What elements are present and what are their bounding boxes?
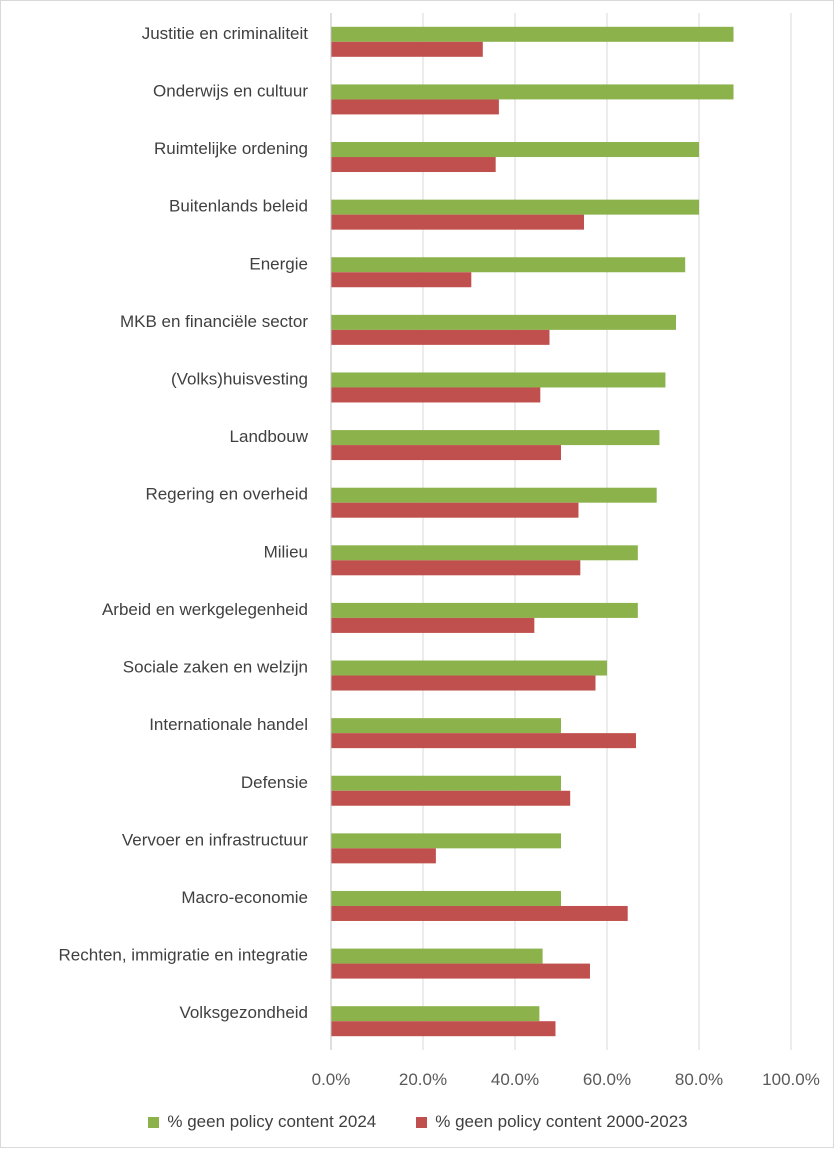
category-label: Landbouw bbox=[230, 427, 309, 446]
category-label: Vervoer en infrastructuur bbox=[122, 830, 308, 849]
x-tick-label: 80.0% bbox=[675, 1070, 723, 1089]
x-tick-label: 100.0% bbox=[762, 1070, 820, 1089]
bar-2000-2023 bbox=[331, 387, 541, 403]
bar-2024 bbox=[331, 775, 561, 791]
category-label: Buitenlands beleid bbox=[169, 197, 308, 216]
bar-2024 bbox=[331, 833, 561, 849]
bar-2024 bbox=[331, 314, 676, 330]
bar-2024 bbox=[331, 26, 734, 42]
bar-2000-2023 bbox=[331, 445, 561, 461]
category-label: Energie bbox=[249, 254, 308, 273]
category-label: Macro-economie bbox=[181, 888, 308, 907]
bar-2024 bbox=[331, 890, 561, 906]
x-tick-labels: 0.0% 20.0% 40.0% 60.0% 80.0% 100.0% bbox=[312, 1070, 820, 1089]
bar-2024 bbox=[331, 660, 607, 676]
bar-2024 bbox=[331, 372, 666, 388]
gridlines bbox=[422, 13, 792, 1050]
x-tick-label: 20.0% bbox=[399, 1070, 447, 1089]
category-labels: Justitie en criminaliteit Onderwijs en cu… bbox=[59, 24, 309, 1022]
bar-2000-2023 bbox=[331, 733, 636, 749]
bar-2000-2023 bbox=[331, 329, 550, 345]
bar-2000-2023 bbox=[331, 157, 496, 173]
bar-2024 bbox=[331, 142, 699, 158]
bar-2024 bbox=[331, 1006, 540, 1022]
category-label: Arbeid en werkgelegenheid bbox=[102, 600, 308, 619]
category-label: Internationale handel bbox=[149, 715, 308, 734]
x-tick-label: 60.0% bbox=[583, 1070, 631, 1089]
bar-2024 bbox=[331, 430, 660, 446]
category-label: Sociale zaken en welzijn bbox=[123, 658, 308, 677]
bar-2000-2023 bbox=[331, 963, 590, 979]
category-label: MKB en financiële sector bbox=[120, 312, 308, 331]
bar-2000-2023 bbox=[331, 502, 579, 518]
bar-2024 bbox=[331, 199, 699, 215]
bar-2024 bbox=[331, 545, 638, 561]
bar-2000-2023 bbox=[331, 905, 628, 921]
legend: % geen policy content 2024 % geen policy… bbox=[1, 1109, 834, 1135]
bar-2000-2023 bbox=[331, 272, 472, 288]
bar-2000-2023 bbox=[331, 1021, 556, 1037]
category-label: Ruimtelijke ordening bbox=[154, 139, 308, 158]
bar-2000-2023 bbox=[331, 675, 596, 691]
category-label: Onderwijs en cultuur bbox=[153, 81, 308, 100]
bar-2024 bbox=[331, 84, 734, 100]
bar-2000-2023 bbox=[331, 99, 499, 115]
bar-2024 bbox=[331, 257, 686, 273]
x-tick-label: 40.0% bbox=[491, 1070, 539, 1089]
bars bbox=[331, 26, 734, 1037]
bar-2000-2023 bbox=[331, 848, 436, 864]
bar-2024 bbox=[331, 602, 638, 618]
bar-2000-2023 bbox=[331, 214, 584, 230]
category-label: Regering en overheid bbox=[145, 485, 308, 504]
legend-item-2000-2023: % geen policy content 2000-2023 bbox=[416, 1112, 688, 1132]
bar-2024 bbox=[331, 948, 543, 964]
bar-2024 bbox=[331, 718, 561, 734]
bar-2000-2023 bbox=[331, 790, 571, 806]
category-label: (Volks)huisvesting bbox=[171, 369, 308, 388]
legend-swatch-2024 bbox=[148, 1116, 160, 1128]
bar-2000-2023 bbox=[331, 41, 483, 57]
category-label: Milieu bbox=[264, 542, 308, 561]
bar-2024 bbox=[331, 487, 657, 503]
bar-2000-2023 bbox=[331, 560, 581, 576]
legend-label-2000-2023: % geen policy content 2000-2023 bbox=[435, 1112, 688, 1131]
category-label: Defensie bbox=[241, 773, 308, 792]
category-label: Rechten, immigratie en integratie bbox=[59, 946, 308, 965]
legend-item-2024: % geen policy content 2024 bbox=[148, 1112, 376, 1132]
legend-swatch-2000-2023 bbox=[416, 1116, 428, 1128]
category-label: Volksgezondheid bbox=[179, 1003, 308, 1022]
x-tick-label: 0.0% bbox=[312, 1070, 351, 1089]
legend-label-2024: % geen policy content 2024 bbox=[167, 1112, 377, 1131]
bar-2000-2023 bbox=[331, 617, 535, 633]
category-label: Justitie en criminaliteit bbox=[142, 24, 309, 43]
